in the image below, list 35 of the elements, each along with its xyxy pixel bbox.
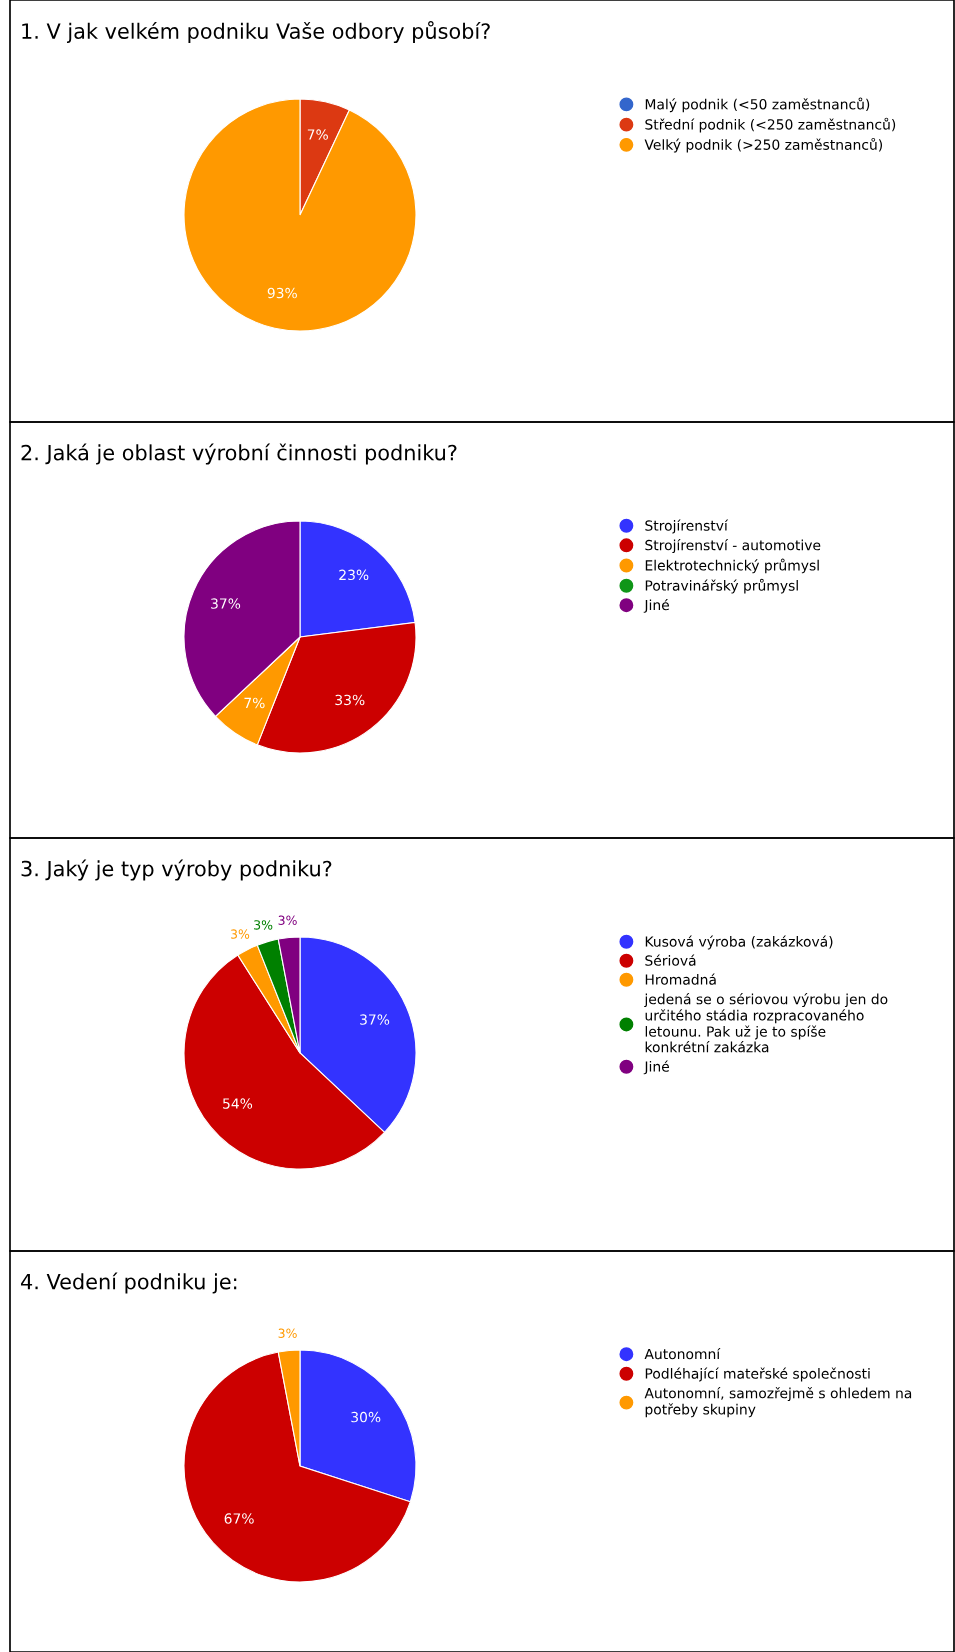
- legend-label: Jiné: [643, 1060, 670, 1075]
- legend-label: jedená se o sériovou výrobu jen do určitého stádia rozpracovaného letounu. Pak už je to spíše konkrétní zakázka: [644, 993, 888, 1053]
- data-label: 3%: [231, 929, 250, 939]
- data-label: 30%: [351, 1411, 381, 1423]
- legend-label: Malý podnik (<50 zaměstnanců): [645, 97, 870, 113]
- legend-label: Střední podnik (<250 zaměstnanců): [645, 117, 896, 133]
- data-label: 93%: [267, 287, 297, 299]
- data-label: 3%: [278, 915, 297, 925]
- legend-label: Podléhající mateřské společnosti: [645, 1367, 870, 1382]
- legend-label: Elektrotechnický průmysl: [645, 558, 819, 574]
- legend-label: Kusová výroba (zakázková): [645, 935, 833, 950]
- legend-label: Jiné: [643, 598, 670, 613]
- data-label: 37%: [211, 598, 241, 609]
- legend-label: Strojírenství - automotive: [645, 539, 821, 554]
- legend-label: Autonomní: [644, 1347, 721, 1360]
- legend-label: Potravinářský průmysl: [645, 578, 798, 594]
- chart-title: 1. V jak velkém podniku Vaše odbory působí?: [22, 21, 490, 43]
- data-label: 37%: [360, 1014, 390, 1025]
- data-label: 7%: [307, 129, 328, 140]
- legend-label: Velký podnik (>250 zaměstnanců): [644, 137, 883, 153]
- data-label: 7%: [244, 697, 265, 709]
- data-label: 3%: [278, 1328, 297, 1338]
- chart-title: 2. Jaká je oblast výrobní činnosti podniku?: [21, 443, 457, 465]
- data-label: 67%: [224, 1513, 254, 1524]
- data-label: 3%: [254, 920, 273, 930]
- data-label: 33%: [335, 694, 365, 706]
- legend-label: Strojírenství: [645, 519, 729, 534]
- pie-slice: [183, 98, 417, 332]
- legend-label: Autonomní, samozřejmě s ohledem na potřeby skupiny: [644, 1387, 912, 1418]
- data-label: 54%: [223, 1098, 253, 1109]
- legend-label: Sériová: [645, 954, 696, 966]
- data-label: 23%: [339, 569, 369, 581]
- legend-label: Hromadná: [645, 973, 716, 985]
- chart-title: 3. Jaký je typ výroby podniku?: [21, 859, 332, 881]
- chart-title: 4. Vedení podniku je:: [21, 1272, 237, 1294]
